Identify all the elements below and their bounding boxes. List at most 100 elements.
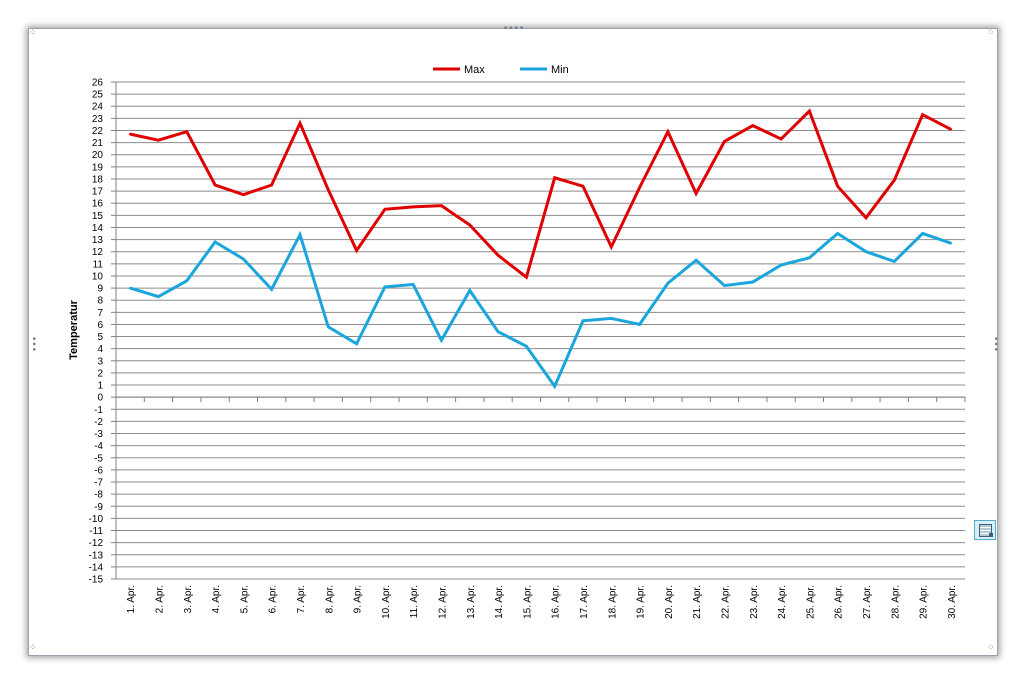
resize-handle-icon[interactable]: ⁘ (29, 28, 37, 38)
y-tick-label: 5 (97, 332, 103, 343)
data-point-min (893, 260, 896, 263)
x-tick-label: 27. Apr. (862, 585, 873, 619)
x-tick-label: 18. Apr. (607, 585, 618, 619)
x-tick-label: 9. Apr. (353, 585, 364, 613)
x-tick-label: 21. Apr. (692, 585, 703, 619)
y-tick-label: -3 (94, 429, 103, 440)
data-point-max (270, 183, 273, 187)
data-point-min (808, 256, 811, 259)
x-tick-label: 22. Apr. (720, 585, 731, 619)
x-tick-label: 26. Apr. (834, 585, 845, 619)
data-point-max (893, 178, 896, 182)
data-point-max (638, 186, 641, 189)
y-tick-label: 19 (92, 162, 104, 173)
x-tick-label: 4. Apr. (211, 585, 222, 613)
data-point-max (949, 128, 953, 131)
data-point-min (383, 285, 387, 289)
data-point-max (836, 185, 839, 188)
x-tick-label: 19. Apr. (636, 585, 647, 619)
y-tick-label: 22 (92, 126, 104, 137)
resize-handle-icon[interactable]: ••• (990, 336, 1000, 352)
data-point-min (468, 289, 471, 292)
data-point-min (638, 323, 641, 326)
y-tick-label: 1 (97, 381, 103, 392)
x-tick-label: 6. Apr. (268, 585, 279, 613)
data-point-min (327, 325, 330, 329)
data-point-max (440, 204, 443, 207)
resize-handle-icon[interactable]: ••• (28, 336, 38, 352)
resize-handle-icon[interactable]: •••• (503, 24, 525, 34)
y-tick-label: 17 (92, 187, 104, 198)
chart-area-frame[interactable] (28, 28, 998, 656)
data-point-min (921, 232, 924, 235)
x-tick-label: 20. Apr. (664, 585, 675, 619)
x-tick-label: 24. Apr. (777, 585, 788, 619)
x-tick-label: 5. Apr. (239, 585, 250, 613)
data-point-min (779, 263, 783, 267)
data-point-min (666, 282, 670, 285)
x-axis (111, 81, 966, 580)
y-tick-label: -15 (89, 575, 104, 586)
gridlines (116, 81, 965, 580)
y-tick-label: 2 (97, 368, 103, 379)
x-tick-label: 25. Apr. (805, 585, 816, 619)
data-point-min (496, 330, 500, 333)
y-tick-label: 11 (93, 259, 104, 270)
y-tick-label: -10 (89, 514, 104, 525)
y-tick-label: -6 (94, 465, 103, 476)
y-tick-label: 18 (92, 174, 104, 185)
x-tick-label: 2. Apr. (154, 585, 165, 613)
data-point-max (525, 275, 528, 279)
x-tick-label: 10. Apr. (381, 585, 392, 619)
x-tick-label: 3. Apr. (183, 585, 194, 613)
y-tick-label: 10 (92, 271, 104, 282)
x-tick-label: 7. Apr. (296, 585, 307, 613)
series-line-max (129, 108, 952, 280)
y-tick-label: 14 (92, 223, 104, 234)
data-point-min (694, 258, 698, 262)
x-axis-tick-labels: 1. Apr. 2. Apr. 3. Apr. 4. Apr. 5. Apr. 6. Ap… (126, 585, 958, 619)
data-point-max (553, 176, 556, 179)
legend-label-max: Max (464, 64, 485, 76)
series-lines (128, 108, 953, 390)
data-point-max (751, 124, 754, 127)
resize-handle-icon[interactable]: ⁘ (29, 643, 37, 653)
y-tick-label: 8 (97, 296, 103, 307)
x-tick-label: 8. Apr. (324, 585, 335, 613)
data-point-max (864, 216, 868, 219)
data-point-min (581, 319, 585, 323)
data-point-max (496, 254, 500, 257)
x-tick-label: 14. Apr. (494, 585, 505, 619)
data-point-max (468, 223, 471, 227)
data-point-max (723, 140, 726, 143)
data-point-min (723, 284, 726, 287)
data-point-max (327, 188, 330, 192)
x-tick-label: 30. Apr. (947, 585, 958, 619)
data-point-min (949, 242, 953, 245)
data-point-min (355, 342, 358, 346)
data-point-max (808, 109, 811, 113)
paste-options-icon[interactable] (974, 520, 996, 540)
y-tick-label: 21 (92, 138, 104, 149)
y-tick-label: 12 (92, 247, 104, 258)
x-tick-label: 1. Apr. (126, 585, 137, 613)
y-tick-label: -5 (94, 453, 103, 464)
data-point-min (128, 286, 132, 290)
y-tick-label: -1 (94, 405, 103, 416)
data-point-max (411, 205, 415, 209)
x-tick-label: 29. Apr. (919, 585, 930, 619)
y-tick-label: 9 (97, 284, 103, 295)
y-tick-label: -4 (94, 441, 103, 452)
data-point-min (864, 250, 868, 253)
y-tick-label: -11 (89, 526, 103, 537)
resize-handle-icon[interactable]: ⁘ (987, 28, 995, 38)
y-tick-label: 6 (97, 320, 103, 331)
x-tick-label: 17. Apr. (579, 585, 590, 619)
x-tick-label: 13. Apr. (466, 585, 477, 619)
data-point-max (185, 130, 188, 133)
y-tick-label: 23 (92, 114, 104, 125)
y-tick-label: 3 (97, 356, 103, 367)
resize-handle-icon[interactable]: ⁘ (987, 643, 995, 653)
data-point-max (921, 113, 924, 116)
